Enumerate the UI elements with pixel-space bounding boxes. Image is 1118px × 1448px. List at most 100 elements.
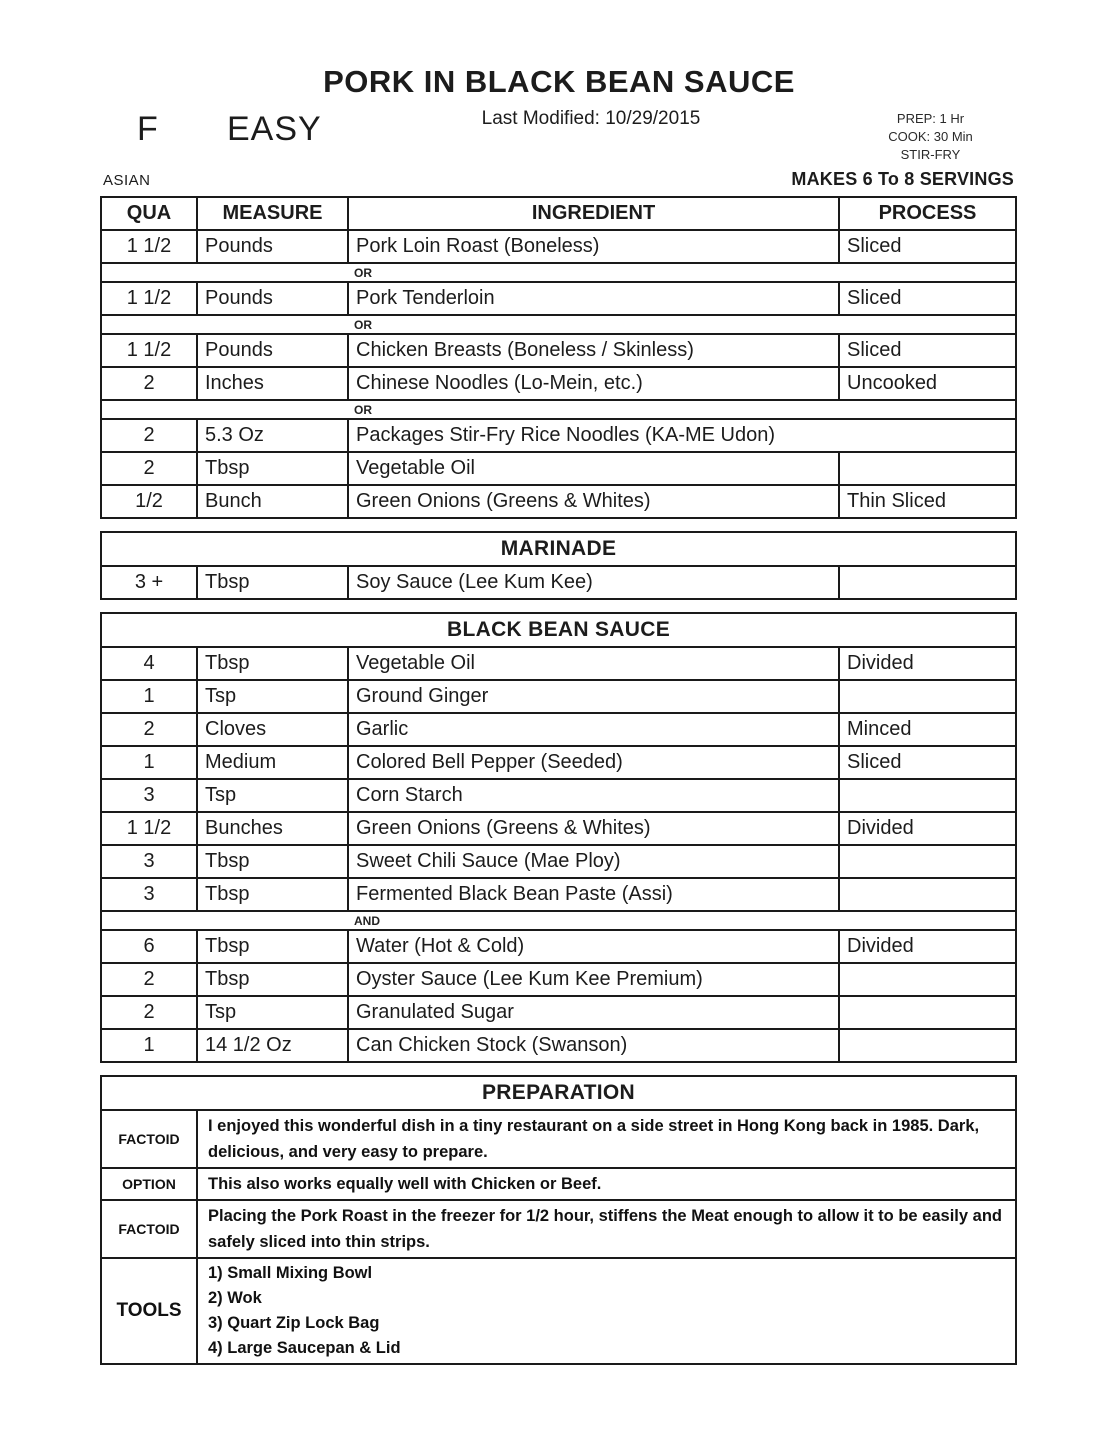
process-cell — [837, 679, 1018, 714]
ingredient-cell: Green Onions (Greens & Whites) — [347, 484, 840, 519]
prep-time: PREP: 1 Hr — [896, 111, 965, 126]
ingredient-cell: Fermented Black Bean Paste (Assi) — [347, 877, 840, 912]
tools-line: 2) Wok — [208, 1289, 262, 1307]
ingredient-row: 1 14 1/2 Oz Can Chicken Stock (Swanson) — [100, 1028, 1018, 1063]
separator-row: OR — [100, 262, 1017, 283]
ingredient-row: 6 Tbsp Water (Hot & Cold) Divided — [100, 929, 1018, 964]
grade-letter: F — [137, 110, 158, 148]
prep-row: FACTOID Placing the Pork Roast in the fr… — [100, 1199, 1017, 1259]
qua-cell: 3 + — [100, 565, 198, 600]
tools-line: 4) Large Saucepan & Lid — [208, 1339, 401, 1357]
black-bean-sauce-table: BLACK BEAN SAUCE 4 Tbsp Vegetable Oil Di… — [99, 612, 1018, 1063]
process-cell — [837, 844, 1018, 879]
tools-row-label: TOOLS — [100, 1257, 198, 1365]
recipe-sheet: QUA MEASURE INGREDIENT PROCESS 1 1/2 Pou… — [99, 196, 1018, 1377]
qua-cell: 3 — [100, 844, 198, 879]
separator-row: OR — [100, 399, 1017, 420]
ingredient-row: 1 1/2 Pounds Pork Tenderloin Sliced — [100, 281, 1017, 316]
measure-cell: Tbsp — [196, 962, 349, 997]
ingredient-cell: Chicken Breasts (Boneless / Skinless) — [347, 333, 840, 368]
ingredient-row: 3 Tsp Corn Starch — [100, 778, 1018, 813]
prep-row-text: I enjoyed this wonderful dish in a tiny … — [196, 1109, 1017, 1169]
prep-row-label: OPTION — [100, 1167, 198, 1201]
measure-cell: Medium — [196, 745, 349, 780]
ingredients-header-row: QUA MEASURE INGREDIENT PROCESS — [100, 196, 1017, 231]
measure-cell: Bunches — [196, 811, 349, 846]
qua-cell: 1 — [100, 745, 198, 780]
ingredient-row: 1/2 Bunch Green Onions (Greens & Whites)… — [100, 484, 1017, 519]
ingredient-cell: Garlic — [347, 712, 840, 747]
qua-cell: 3 — [100, 778, 198, 813]
qua-cell: 2 — [100, 366, 198, 401]
black-bean-sauce-section-title: BLACK BEAN SAUCE — [99, 612, 1018, 648]
measure-cell: Pounds — [196, 281, 349, 316]
preparation-table: PREPARATION FACTOID I enjoyed this wonde… — [100, 1075, 1017, 1365]
tools-line: 3) Quart Zip Lock Bag — [208, 1314, 380, 1332]
last-modified-date: Last Modified: 10/29/2015 — [481, 108, 701, 129]
process-cell — [837, 1028, 1018, 1063]
ingredient-row: 2 Inches Chinese Noodles (Lo-Mein, etc.)… — [100, 366, 1017, 401]
process-cell — [838, 451, 1017, 486]
qua-cell: 2 — [100, 962, 198, 997]
column-header-qua: QUA — [100, 196, 198, 231]
qua-cell: 2 — [100, 995, 198, 1030]
qua-cell: 1 1/2 — [100, 281, 198, 316]
ingredient-cell: Pork Tenderloin — [347, 281, 840, 316]
prep-row-text: This also works equally well with Chicke… — [196, 1167, 1017, 1201]
qua-cell: 2 — [100, 451, 198, 486]
difficulty-label: EASY — [227, 110, 322, 148]
process-cell — [837, 877, 1018, 912]
ingredient-cell: Can Chicken Stock (Swanson) — [347, 1028, 840, 1063]
process-cell — [837, 962, 1018, 997]
measure-cell: Tsp — [196, 778, 349, 813]
measure-cell: Tbsp — [196, 451, 349, 486]
servings-label: MAKES 6 To 8 SERVINGS — [791, 169, 1014, 189]
ingredient-row: 1 1/2 Bunches Green Onions (Greens & Whi… — [100, 811, 1018, 846]
ingredient-cell: Oyster Sauce (Lee Kum Kee Premium) — [347, 962, 840, 997]
separator-row: OR — [100, 314, 1017, 335]
and-separator-label: AND — [99, 910, 1018, 931]
column-header-process: PROCESS — [838, 196, 1017, 231]
measure-cell: Tbsp — [196, 844, 349, 879]
black-bean-sauce-title-row: BLACK BEAN SAUCE — [99, 612, 1018, 648]
cook-method: STIR-FRY — [900, 147, 961, 162]
or-separator-label: OR — [100, 314, 1017, 335]
process-cell: Sliced — [838, 281, 1017, 316]
ingredient-cell: Vegetable Oil — [347, 451, 840, 486]
process-cell: Minced — [837, 712, 1018, 747]
prep-row: FACTOID I enjoyed this wonderful dish in… — [100, 1109, 1017, 1169]
measure-cell: 5.3 Oz — [196, 418, 349, 453]
ingredient-cell: Water (Hot & Cold) — [347, 929, 840, 964]
qua-cell: 6 — [100, 929, 198, 964]
measure-cell: Pounds — [196, 229, 349, 264]
ingredient-cell: Sweet Chili Sauce (Mae Ploy) — [347, 844, 840, 879]
qua-cell: 1 1/2 — [100, 333, 198, 368]
ingredient-row: 2 5.3 Oz Packages Stir-Fry Rice Noodles … — [100, 418, 1017, 453]
recipe-meta-block: PREP: 1 Hr COOK: 30 Min STIR-FRY — [858, 110, 1003, 164]
marinade-title-row: MARINADE — [100, 531, 1017, 567]
column-header-measure: MEASURE — [196, 196, 349, 231]
cook-time: COOK: 30 Min — [888, 129, 973, 144]
ingredient-row: 3 + Tbsp Soy Sauce (Lee Kum Kee) — [100, 565, 1017, 600]
ingredient-row: 3 Tbsp Fermented Black Bean Paste (Assi) — [100, 877, 1018, 912]
ingredient-row: 1 1/2 Pounds Chicken Breasts (Boneless /… — [100, 333, 1017, 368]
preparation-section-title: PREPARATION — [100, 1075, 1017, 1111]
ingredient-cell: Pork Loin Roast (Boneless) — [347, 229, 840, 264]
ingredient-row: 2 Tbsp Oyster Sauce (Lee Kum Kee Premium… — [100, 962, 1018, 997]
measure-cell: Tbsp — [196, 877, 349, 912]
qua-cell: 2 — [100, 712, 198, 747]
ingredient-row: 2 Cloves Garlic Minced — [100, 712, 1018, 747]
prep-row-label: FACTOID — [100, 1199, 198, 1259]
cuisine-label: ASIAN — [103, 172, 151, 189]
marinade-table: MARINADE 3 + Tbsp Soy Sauce (Lee Kum Kee… — [100, 531, 1017, 600]
process-cell: Sliced — [837, 745, 1018, 780]
ingredient-row: 1 Tsp Ground Ginger — [100, 679, 1018, 714]
process-cell: Divided — [837, 646, 1018, 681]
ingredient-row: 3 Tbsp Sweet Chili Sauce (Mae Ploy) — [100, 844, 1018, 879]
prep-row-tools: TOOLS 1) Small Mixing Bowl 2) Wok 3) Qua… — [100, 1257, 1017, 1365]
measure-cell: Tsp — [196, 995, 349, 1030]
preparation-title-row: PREPARATION — [100, 1075, 1017, 1111]
ingredient-cell: Chinese Noodles (Lo-Mein, etc.) — [347, 366, 840, 401]
measure-cell: Bunch — [196, 484, 349, 519]
qua-cell: 2 — [100, 418, 198, 453]
